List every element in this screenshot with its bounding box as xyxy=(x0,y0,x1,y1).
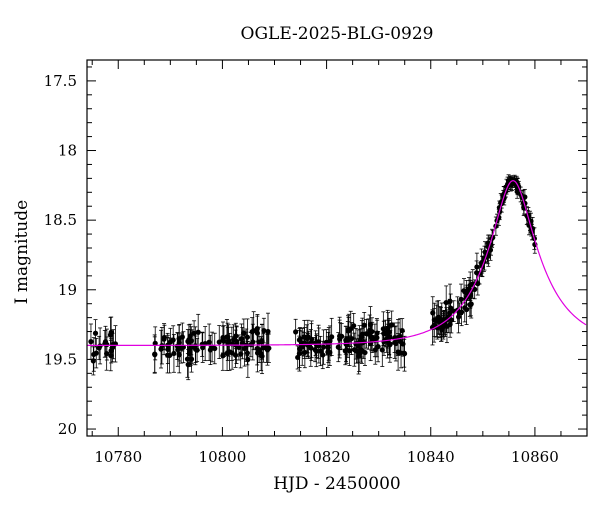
model-curve xyxy=(87,180,587,347)
data-point xyxy=(320,352,326,358)
data-point xyxy=(299,344,305,350)
data-point xyxy=(91,351,97,358)
data-point xyxy=(447,310,453,316)
data-point xyxy=(193,346,199,352)
data-point xyxy=(343,337,349,343)
data-point xyxy=(170,337,176,343)
data-point xyxy=(297,336,303,342)
data-point xyxy=(206,339,212,345)
y-tick-label: 19.5 xyxy=(44,350,77,368)
data-point xyxy=(176,352,182,358)
x-tick-label: 10840 xyxy=(407,448,455,466)
data-point xyxy=(365,331,372,337)
data-point xyxy=(329,334,335,340)
data-point xyxy=(474,270,480,276)
data-point xyxy=(195,329,201,335)
data-point xyxy=(184,356,191,362)
data-point xyxy=(327,338,333,344)
data-point xyxy=(467,302,473,308)
data-point xyxy=(296,350,302,357)
data-point xyxy=(472,286,478,292)
data-point xyxy=(344,347,350,353)
chart-title: OGLE-2025-BLG-0929 xyxy=(241,24,434,44)
data-point xyxy=(399,327,405,334)
data-point xyxy=(321,344,327,350)
data-point xyxy=(200,345,206,351)
data-point xyxy=(359,333,365,340)
data-layer xyxy=(88,174,538,381)
y-tick-label: 18 xyxy=(58,142,77,160)
data-point xyxy=(238,336,245,342)
data-point xyxy=(254,345,260,352)
data-point xyxy=(244,334,251,340)
data-point xyxy=(108,352,114,359)
data-point xyxy=(401,350,407,356)
data-point xyxy=(171,350,177,357)
data-point xyxy=(313,348,319,354)
data-point xyxy=(92,330,99,336)
data-point xyxy=(254,326,260,332)
data-point xyxy=(345,328,351,334)
data-point xyxy=(232,352,239,358)
data-point xyxy=(337,333,343,339)
data-point xyxy=(355,343,361,349)
data-point xyxy=(458,296,464,302)
x-tick-label: 10820 xyxy=(303,448,351,466)
y-tick-label: 19 xyxy=(58,281,77,299)
y-tick-label: 18.5 xyxy=(44,211,77,229)
data-point xyxy=(293,329,299,335)
data-point xyxy=(238,351,244,357)
data-point xyxy=(152,351,158,358)
data-point xyxy=(186,350,193,357)
data-point xyxy=(380,326,386,332)
data-point xyxy=(353,348,360,354)
data-point xyxy=(374,335,380,341)
y-tick-label: 17.5 xyxy=(44,72,77,90)
data-point xyxy=(188,356,195,362)
data-point xyxy=(233,333,239,339)
data-point xyxy=(351,323,357,329)
data-point xyxy=(110,341,117,347)
data-point xyxy=(308,339,315,345)
data-point xyxy=(260,345,267,351)
data-point xyxy=(212,345,218,352)
data-point xyxy=(254,350,261,356)
data-point xyxy=(461,288,467,294)
data-point xyxy=(386,333,392,339)
y-tick-label: 20 xyxy=(58,420,77,438)
data-point xyxy=(167,352,173,359)
data-point xyxy=(356,353,362,359)
x-axis-label: HJD - 2450000 xyxy=(273,474,401,494)
data-point xyxy=(467,282,473,288)
x-tick-label: 10860 xyxy=(511,448,559,466)
data-point xyxy=(152,340,158,346)
data-point xyxy=(244,350,250,356)
data-point xyxy=(221,338,227,344)
data-point xyxy=(434,316,440,322)
data-point xyxy=(250,339,256,345)
data-point xyxy=(161,336,167,342)
data-point xyxy=(456,310,463,316)
data-point xyxy=(301,334,307,340)
data-point xyxy=(108,329,114,335)
data-point xyxy=(439,327,445,333)
data-point xyxy=(224,350,230,356)
model-layer xyxy=(87,180,587,347)
x-tick-label: 10800 xyxy=(199,448,247,466)
data-point xyxy=(522,194,528,200)
data-point xyxy=(249,329,255,335)
data-point xyxy=(104,341,110,348)
ticks-layer: 10780 10800 10820 10840 10860 17.5 18 18.5 19 19.… xyxy=(44,60,588,466)
plot-frame xyxy=(86,59,588,437)
y-axis-label: I magnitude xyxy=(12,200,32,304)
data-point xyxy=(387,342,393,348)
data-point xyxy=(308,345,314,351)
data-point xyxy=(88,339,94,345)
data-point xyxy=(368,334,374,341)
data-point xyxy=(448,305,454,311)
x-tick-label: 10780 xyxy=(94,448,142,466)
data-point xyxy=(261,327,267,334)
data-point xyxy=(389,322,395,328)
